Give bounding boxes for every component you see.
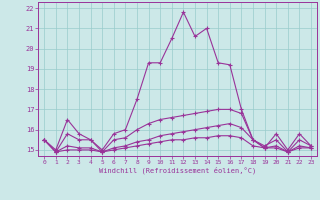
X-axis label: Windchill (Refroidissement éolien,°C): Windchill (Refroidissement éolien,°C)	[99, 167, 256, 174]
